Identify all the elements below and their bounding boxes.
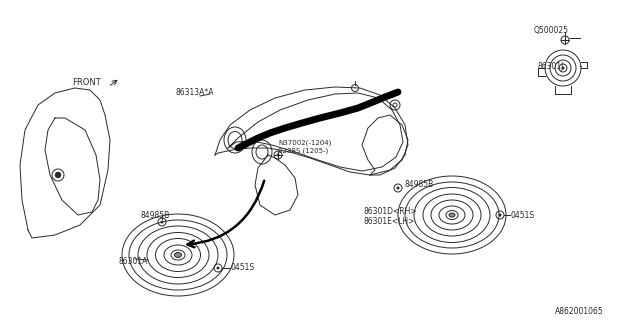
Text: 86301E<LH>: 86301E<LH>	[363, 217, 414, 226]
Circle shape	[499, 213, 502, 217]
Circle shape	[397, 187, 399, 189]
Text: 86301J: 86301J	[538, 61, 564, 70]
Text: N37002(-1204): N37002(-1204)	[278, 140, 332, 146]
Text: 86301A: 86301A	[118, 258, 147, 267]
Circle shape	[216, 267, 220, 269]
Text: 0238S (1205-): 0238S (1205-)	[278, 148, 328, 154]
Circle shape	[161, 220, 163, 223]
Text: 0451S: 0451S	[510, 211, 534, 220]
Circle shape	[56, 172, 61, 178]
Text: A862001065: A862001065	[555, 308, 604, 316]
Ellipse shape	[449, 213, 455, 217]
Text: 0451S: 0451S	[230, 263, 254, 273]
Ellipse shape	[175, 252, 182, 258]
Text: Q500025: Q500025	[534, 26, 569, 35]
Text: FRONT: FRONT	[72, 77, 100, 86]
Circle shape	[561, 67, 564, 69]
Circle shape	[276, 154, 280, 156]
Text: 84985B: 84985B	[140, 211, 169, 220]
Text: 86313A*A: 86313A*A	[175, 87, 214, 97]
Text: 84985B: 84985B	[404, 180, 433, 188]
Text: 86301D<RH>: 86301D<RH>	[363, 207, 417, 217]
